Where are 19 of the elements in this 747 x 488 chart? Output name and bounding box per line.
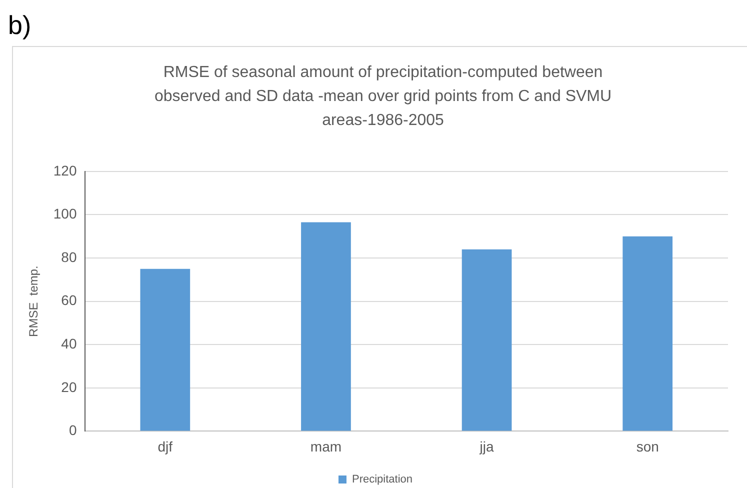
x-tick-label: djf bbox=[158, 438, 173, 454]
text: b) bbox=[8, 10, 32, 41]
x-tick-label: jja bbox=[478, 438, 494, 454]
x-tick-label: mam bbox=[310, 438, 342, 454]
y-tick-label: 20 bbox=[61, 378, 77, 395]
bar bbox=[140, 268, 190, 431]
bar bbox=[301, 222, 351, 431]
x-tick-label: son bbox=[636, 438, 659, 454]
y-tick-label: 40 bbox=[61, 335, 77, 352]
bar bbox=[622, 236, 673, 431]
y-tick-label: 60 bbox=[61, 292, 77, 308]
y-axis-title: RMSE temp. bbox=[26, 266, 41, 337]
bar bbox=[462, 249, 512, 431]
y-tick-label: 80 bbox=[61, 248, 77, 265]
y-tick-label: 120 bbox=[53, 162, 77, 178]
legend-label: Precipitation bbox=[352, 474, 413, 486]
chart-title: RMSE of seasonal amount of precipitation-computed between observed and SD data -mean over grid points from C and SVMU areas-1986-2005 bbox=[153, 63, 613, 131]
y-tick-label: 0 bbox=[68, 422, 77, 438]
y-tick-label: 100 bbox=[53, 206, 77, 222]
